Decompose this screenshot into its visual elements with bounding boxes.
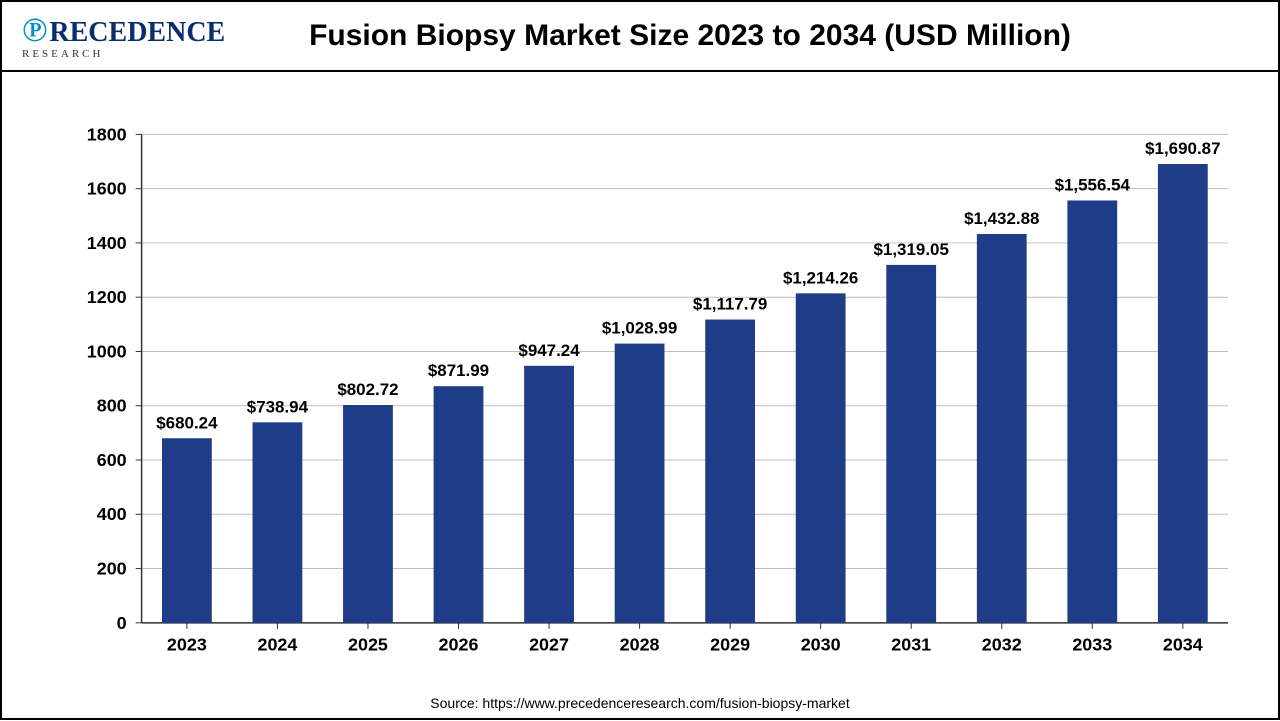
svg-text:1800: 1800 xyxy=(87,124,127,144)
value-label-2032: $1,432.88 xyxy=(964,209,1039,228)
value-label-2034: $1,690.87 xyxy=(1145,139,1220,158)
value-label-2029: $1,117.79 xyxy=(693,295,767,314)
svg-text:600: 600 xyxy=(97,450,127,470)
value-label-2028: $1,028.99 xyxy=(602,319,677,338)
value-label-2031: $1,319.05 xyxy=(874,240,949,259)
svg-text:800: 800 xyxy=(97,396,127,416)
chart-container: ℗RECEDENCE RESEARCH Fusion Biopsy Market… xyxy=(0,0,1280,720)
bar-2034 xyxy=(1158,164,1208,623)
bar-2024 xyxy=(253,422,303,623)
logo: ℗RECEDENCE RESEARCH xyxy=(22,12,222,60)
bar-2027 xyxy=(524,366,574,623)
bar-2033 xyxy=(1067,200,1117,622)
value-label-2027: $947.24 xyxy=(518,341,580,360)
bar-2023 xyxy=(162,438,212,623)
logo-text: RECEDENCE xyxy=(49,17,225,48)
xtick-2028: 2028 xyxy=(620,635,660,655)
xtick-2030: 2030 xyxy=(801,635,841,655)
source-text: Source: https://www.precedenceresearch.c… xyxy=(2,695,1278,721)
value-label-2023: $680.24 xyxy=(156,413,218,432)
bar-2025 xyxy=(343,405,393,623)
svg-text:1600: 1600 xyxy=(87,179,127,199)
xtick-2033: 2033 xyxy=(1072,635,1112,655)
xtick-2026: 2026 xyxy=(439,635,479,655)
bar-2026 xyxy=(434,386,484,623)
value-label-2026: $871.99 xyxy=(428,361,489,380)
bar-2030 xyxy=(796,293,846,622)
bar-chart: 0 200 400 600 800 1000 1200 1400 1600 1800 $680.24… xyxy=(22,102,1258,685)
value-label-2025: $802.72 xyxy=(337,380,398,399)
xtick-2027: 2027 xyxy=(529,635,569,655)
xtick-2029: 2029 xyxy=(710,635,750,655)
svg-text:200: 200 xyxy=(97,559,127,579)
bar-2032 xyxy=(977,234,1027,623)
bar-2028 xyxy=(615,344,665,623)
bar-2029 xyxy=(705,320,755,623)
xtick-2023: 2023 xyxy=(167,635,207,655)
svg-text:0: 0 xyxy=(117,613,127,633)
chart-title: Fusion Biopsy Market Size 2023 to 2034 (… xyxy=(222,19,1258,53)
xtick-2031: 2031 xyxy=(891,635,931,655)
bar-2031 xyxy=(886,265,936,623)
xtick-2025: 2025 xyxy=(348,635,388,655)
svg-text:1400: 1400 xyxy=(87,233,127,253)
xtick-2032: 2032 xyxy=(982,635,1022,655)
svg-text:400: 400 xyxy=(97,504,127,524)
xtick-2024: 2024 xyxy=(257,635,297,655)
value-label-2024: $738.94 xyxy=(247,397,309,416)
header: ℗RECEDENCE RESEARCH Fusion Biopsy Market… xyxy=(2,2,1278,72)
chart-area: 0 200 400 600 800 1000 1200 1400 1600 1800 $680.24… xyxy=(2,72,1278,695)
svg-text:1000: 1000 xyxy=(87,341,127,361)
value-label-2030: $1,214.26 xyxy=(783,268,858,287)
xtick-2034: 2034 xyxy=(1163,635,1203,655)
svg-text:1200: 1200 xyxy=(87,287,127,307)
value-label-2033: $1,556.54 xyxy=(1055,175,1131,194)
